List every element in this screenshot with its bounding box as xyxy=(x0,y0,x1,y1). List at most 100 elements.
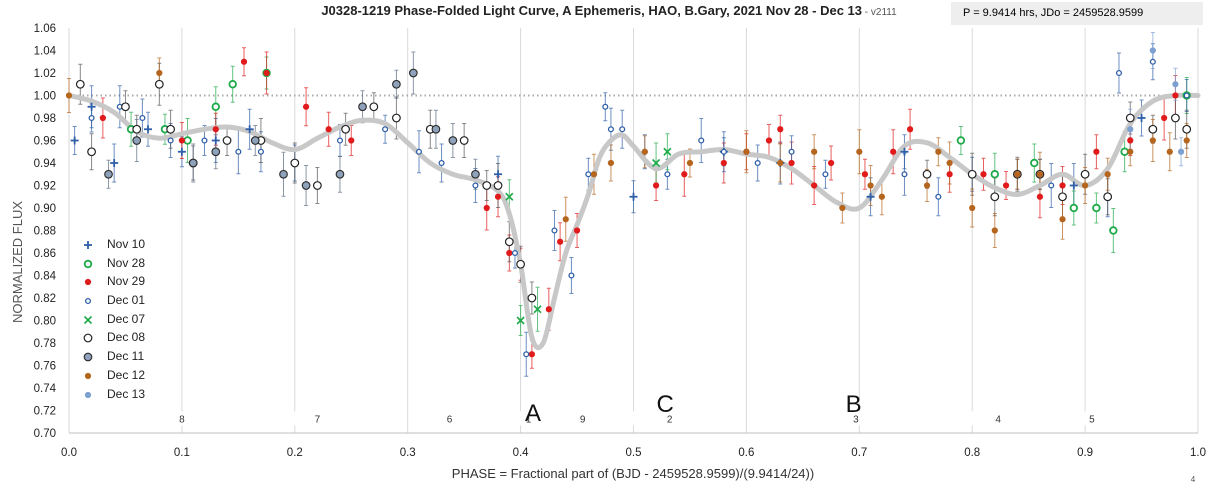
legend-item: Nov 28 xyxy=(75,254,172,273)
legend-marker-glyph xyxy=(84,391,92,398)
data-point xyxy=(811,182,818,189)
data-point xyxy=(533,305,542,314)
data-point xyxy=(545,306,552,313)
annotation-label: A xyxy=(525,400,541,427)
y-tick-label: 1.02 xyxy=(34,68,56,80)
data-point xyxy=(856,148,863,155)
y-tick-label: 0.82 xyxy=(34,293,56,305)
y-tick-label: 0.94 xyxy=(34,158,57,170)
annotation-label: B xyxy=(846,391,862,418)
data-point xyxy=(235,148,242,155)
data-point xyxy=(1149,58,1156,65)
data-point xyxy=(935,193,942,200)
y-tick-labels: 0.70 0.72 0.74 0.76 0.78 0.80 0.82 0.84 0.86 0.88… xyxy=(34,23,57,440)
x-tick-label: 0.1 xyxy=(174,447,190,459)
y-tick-label: 1.06 xyxy=(34,23,56,35)
data-point xyxy=(827,159,835,167)
fragment-label-band xyxy=(542,411,623,426)
data-point xyxy=(652,158,661,168)
data-point xyxy=(240,58,248,65)
y-tick-label: 0.98 xyxy=(34,113,56,125)
data-point xyxy=(777,159,784,167)
data-point xyxy=(1171,113,1180,123)
legend-marker xyxy=(84,279,92,286)
legend-item: Nov 10 xyxy=(75,235,172,254)
y-tick-label: 0.72 xyxy=(34,406,56,418)
data-point xyxy=(1059,216,1066,223)
data-point xyxy=(878,193,885,200)
x-tick-label: 0.5 xyxy=(626,447,642,459)
y-tick-label: 0.78 xyxy=(34,338,56,350)
y-tick-label: 0.88 xyxy=(34,226,56,238)
data-point xyxy=(1172,81,1179,88)
ephemeris-info-box: P = 9.9414 hrs, JDo = 2459528.9599 xyxy=(951,2,1203,25)
y-tick-label: 0.70 xyxy=(34,428,56,440)
y-tick-label: 0.74 xyxy=(34,383,57,395)
fit-curve xyxy=(66,92,1201,351)
fragment-labels: 8 7 6 1 9 2 3 4 5 xyxy=(141,411,1132,426)
data-point xyxy=(890,148,897,155)
data-point xyxy=(348,137,355,144)
data-point xyxy=(867,182,874,189)
data-point xyxy=(494,170,503,179)
y-tick-label: 0.84 xyxy=(34,271,57,283)
data-point xyxy=(923,182,931,189)
data-point xyxy=(839,204,846,212)
legend-marker-glyph xyxy=(83,334,93,343)
legend-label: Nov 10 xyxy=(107,237,146,251)
data-point xyxy=(382,126,389,133)
data-point xyxy=(922,169,932,179)
data-point xyxy=(1002,182,1010,189)
data-point xyxy=(188,158,198,168)
x-tick-label: 0.3 xyxy=(400,447,416,459)
data-point xyxy=(641,148,648,155)
x-tick-label: 0.6 xyxy=(738,447,754,459)
legend-label: Nov 28 xyxy=(107,255,146,270)
data-point xyxy=(551,227,558,234)
data-point xyxy=(1161,114,1168,122)
data-point xyxy=(166,124,176,134)
data-point xyxy=(1183,92,1190,99)
data-point xyxy=(358,102,367,112)
y-tick-label: 0.92 xyxy=(34,181,56,193)
annotation-label: C xyxy=(656,391,673,418)
data-point xyxy=(448,136,458,145)
x-tick-label: 0.9 xyxy=(1077,447,1093,459)
data-point xyxy=(1036,171,1044,178)
legend-marker xyxy=(84,372,92,379)
fragment-label: 3 xyxy=(853,414,859,425)
data-point xyxy=(901,171,908,178)
data-point xyxy=(557,238,564,245)
data-point xyxy=(104,169,113,179)
fragment-label: 8 xyxy=(179,414,185,425)
grid-lines xyxy=(68,28,1199,433)
data-point xyxy=(279,169,288,179)
y-tick-label: 0.80 xyxy=(34,316,56,328)
data-point xyxy=(1177,148,1185,155)
data-point xyxy=(511,249,519,257)
data-point xyxy=(568,272,575,279)
data-point xyxy=(607,126,614,133)
data-point xyxy=(1183,137,1190,144)
legend-marker xyxy=(83,259,93,268)
fragment-label: 5 xyxy=(1089,414,1095,425)
data-point xyxy=(754,159,761,167)
chart-version: - v2111 xyxy=(862,7,897,18)
data-point xyxy=(1182,124,1192,134)
data-points xyxy=(65,47,1192,358)
data-point xyxy=(946,171,953,178)
data-point xyxy=(472,182,479,189)
data-point xyxy=(222,136,232,145)
data-point xyxy=(1058,192,1067,202)
y-tick-label: 0.96 xyxy=(34,136,56,148)
legend-item: Dec 11 xyxy=(75,347,172,366)
x-axis-label: PHASE = Fractional part of (BJD - 245952… xyxy=(452,466,814,481)
fragment-label-band xyxy=(629,411,710,426)
fragment-label: 1 xyxy=(526,414,532,425)
data-point xyxy=(1036,193,1044,200)
y-tick-label: 1.00 xyxy=(34,91,56,103)
data-point xyxy=(516,259,525,269)
data-point xyxy=(585,171,592,178)
data-point xyxy=(1115,69,1123,77)
data-point xyxy=(1125,113,1135,123)
